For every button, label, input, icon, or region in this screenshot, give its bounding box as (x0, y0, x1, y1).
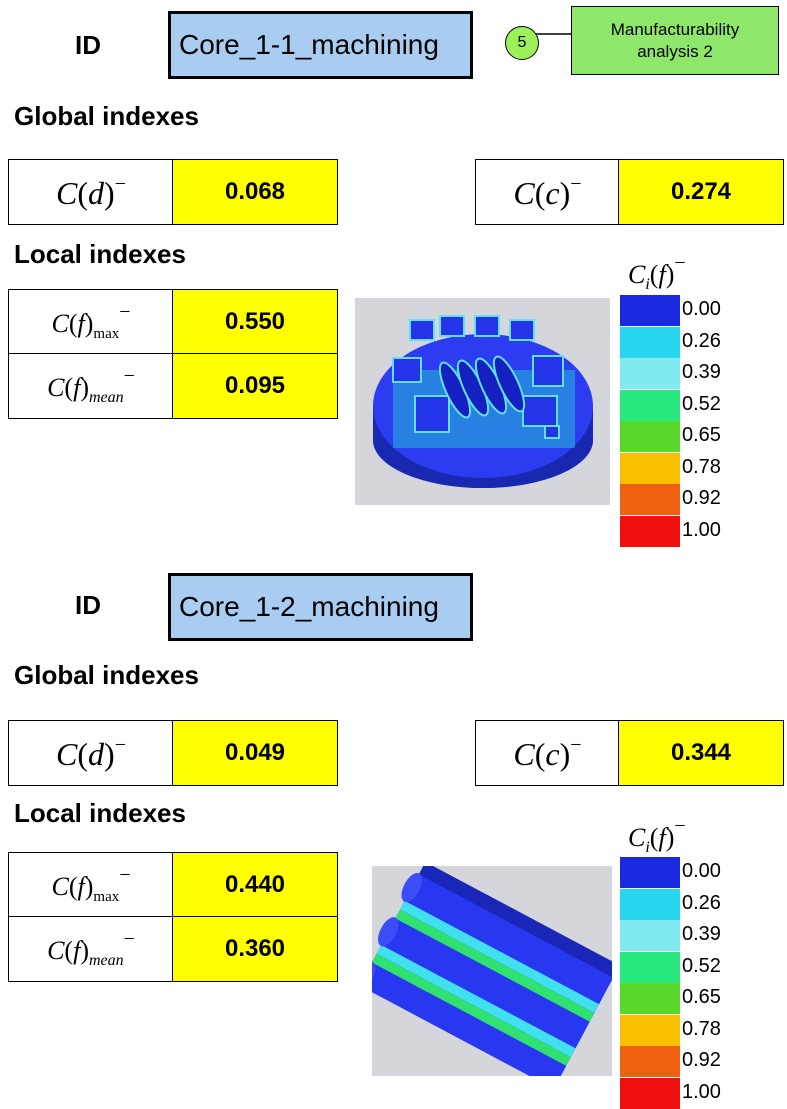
cf-max-value: 0.440 (224, 871, 286, 898)
legend-value-label: 0.78 (682, 1017, 721, 1040)
legend-swatch (620, 515, 680, 547)
legend-value-label: 0.65 (682, 424, 721, 446)
cf-mean-label-cell: C(f)mean− (8, 916, 174, 982)
cc-label-cell: C(c)− (475, 159, 620, 225)
global-indexes-heading: Global indexes (14, 660, 199, 690)
cf-max-symbol: C(f)max− (51, 301, 131, 342)
legend-value-label: 0.78 (682, 455, 721, 478)
legend-value-label: 1.00 (682, 518, 721, 541)
cf-mean-value-cell: 0.095 (172, 353, 338, 419)
legend-value-label: 0.39 (682, 361, 721, 383)
cc-symbol: C(c)− (513, 172, 582, 211)
cd-value-cell: 0.049 (172, 720, 338, 786)
cd-value: 0.049 (224, 739, 286, 766)
legend-value-label: 0.65 (682, 986, 721, 1008)
legend-swatch (620, 421, 680, 452)
cd-symbol: C(d)− (56, 733, 126, 772)
legend-swatch (620, 389, 680, 421)
legend-value-label: 0.00 (682, 298, 721, 320)
cc-value: 0.274 (670, 178, 732, 205)
id-value: Core_1-1_machining (179, 29, 439, 60)
legend-swatch (620, 326, 680, 358)
legend-value-label: 0.26 (682, 329, 721, 352)
legend-title: Ci(f)− (628, 815, 686, 856)
legend-swatch (620, 951, 680, 983)
legend-value-label: 0.26 (682, 891, 721, 914)
legend-swatch (620, 452, 680, 484)
legend-swatch (620, 1077, 680, 1109)
step-title-box: Manufacturability analysis 2 (571, 6, 779, 75)
cf-max-symbol: C(f)max− (51, 864, 131, 905)
cf-mean-symbol: C(f)mean− (47, 928, 135, 969)
global-indexes-heading: Global indexes (14, 101, 199, 131)
cf-max-value: 0.550 (224, 308, 286, 335)
id-value-box: Core_1-1_machining (168, 11, 473, 79)
step-title-text: Manufacturability analysis 2 (610, 19, 740, 61)
id-value-box: Core_1-2_machining (168, 573, 473, 641)
cf-mean-symbol: C(f)mean− (47, 365, 135, 406)
color-legend: 0.00 0.26 0.39 0.52 0.65 0.78 0.92 1.00 (620, 857, 750, 1109)
cf-max-value-cell: 0.440 (172, 852, 338, 918)
part-model-view (355, 298, 610, 505)
cf-mean-value: 0.095 (224, 372, 286, 399)
cd-symbol: C(d)− (56, 172, 126, 211)
legend-value-label: 0.52 (682, 392, 721, 415)
cc-symbol: C(c)− (513, 733, 582, 772)
core-1-2-model-image (356, 861, 620, 1089)
legend-value-label: 1.00 (682, 1080, 721, 1103)
legend-swatch (620, 295, 680, 326)
cd-label-cell: C(d)− (8, 720, 174, 786)
id-label: ID (75, 30, 101, 60)
cc-value-cell: 0.344 (618, 720, 784, 786)
legend-value-label: 0.00 (682, 860, 721, 882)
legend-swatch (620, 983, 680, 1014)
cc-value-cell: 0.274 (618, 159, 784, 225)
cf-mean-label-cell: C(f)mean− (8, 353, 174, 419)
cd-label-cell: C(d)− (8, 159, 174, 225)
local-indexes-heading: Local indexes (14, 798, 186, 828)
cc-value: 0.344 (670, 739, 732, 766)
cf-max-value-cell: 0.550 (172, 289, 338, 355)
legend-value-label: 0.52 (682, 954, 721, 977)
local-indexes-heading: Local indexes (14, 239, 186, 269)
cf-mean-value: 0.360 (224, 935, 286, 962)
legend-value-label: 0.92 (682, 1049, 721, 1071)
legend-swatch (620, 1014, 680, 1046)
id-label: ID (75, 590, 101, 620)
cd-value: 0.068 (224, 178, 286, 205)
id-value: Core_1-2_machining (179, 591, 439, 622)
color-legend: 0.00 0.26 0.39 0.52 0.65 0.78 0.92 1.00 (620, 295, 750, 547)
cd-value-cell: 0.068 (172, 159, 338, 225)
legend-swatch (620, 358, 680, 389)
legend-value-label: 0.39 (682, 923, 721, 945)
badge-connector (536, 33, 576, 35)
cf-max-label-cell: C(f)max− (8, 289, 174, 355)
legend-swatch (620, 920, 680, 951)
cf-max-label-cell: C(f)max− (8, 852, 174, 918)
legend-title: Ci(f)− (628, 252, 686, 293)
legend-swatch (620, 857, 680, 888)
core-1-1-model-image (373, 315, 593, 488)
legend-swatch (620, 484, 680, 515)
legend-value-label: 0.92 (682, 487, 721, 509)
step-number-badge: 5 (505, 26, 539, 60)
cc-label-cell: C(c)− (475, 720, 620, 786)
part-model-view (356, 861, 620, 1089)
cf-mean-value-cell: 0.360 (172, 916, 338, 982)
legend-swatch (620, 1046, 680, 1077)
legend-swatch (620, 888, 680, 920)
